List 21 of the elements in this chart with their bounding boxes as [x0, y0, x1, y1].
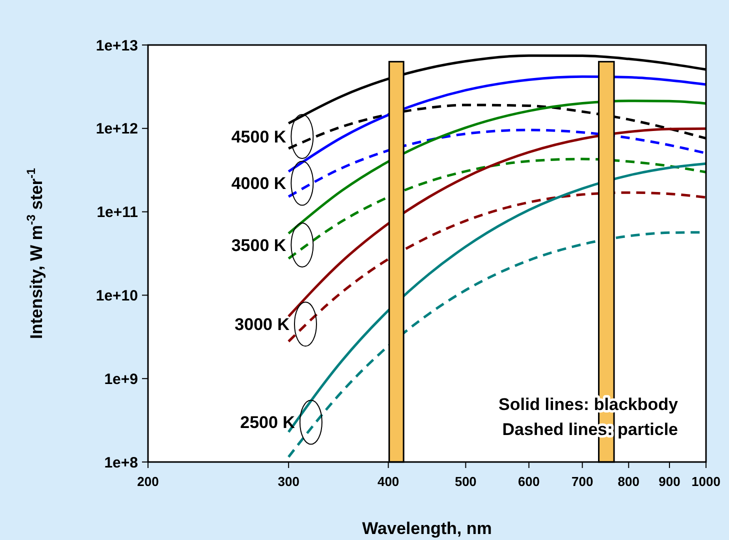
y-tick-label: 1e+11	[96, 204, 138, 222]
x-tick-label: 1000	[692, 474, 720, 489]
y-tick-label: 1e+13	[96, 37, 138, 54]
x-tick-label: 800	[618, 474, 640, 489]
annotation: 4000 K	[231, 174, 287, 194]
y-tick-label: 1e+8	[104, 454, 138, 472]
x-tick-label: 600	[518, 474, 540, 489]
y-tick-label: 1e+12	[96, 120, 138, 138]
x-tick-label: 200	[137, 474, 159, 489]
x-tick-label: 700	[571, 474, 594, 489]
x-tick-label: 500	[454, 474, 477, 489]
annotation: 4500 K	[231, 127, 287, 146]
x-tick-label: 900	[658, 474, 680, 489]
x-axis-title: Wavelength, nm	[362, 519, 492, 538]
y-tick-label: 1e+10	[96, 287, 138, 304]
annotation: 3000 K	[234, 315, 290, 334]
x-tick-label: 400	[377, 474, 400, 489]
y-tick-label: 1e+9	[104, 370, 138, 388]
x-tick-label: 300	[278, 474, 300, 489]
annotation: 3500 K	[231, 236, 287, 255]
annotation: 2500 K	[240, 413, 296, 432]
